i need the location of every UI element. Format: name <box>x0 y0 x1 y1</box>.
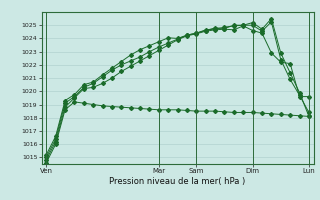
X-axis label: Pression niveau de la mer( hPa ): Pression niveau de la mer( hPa ) <box>109 177 246 186</box>
